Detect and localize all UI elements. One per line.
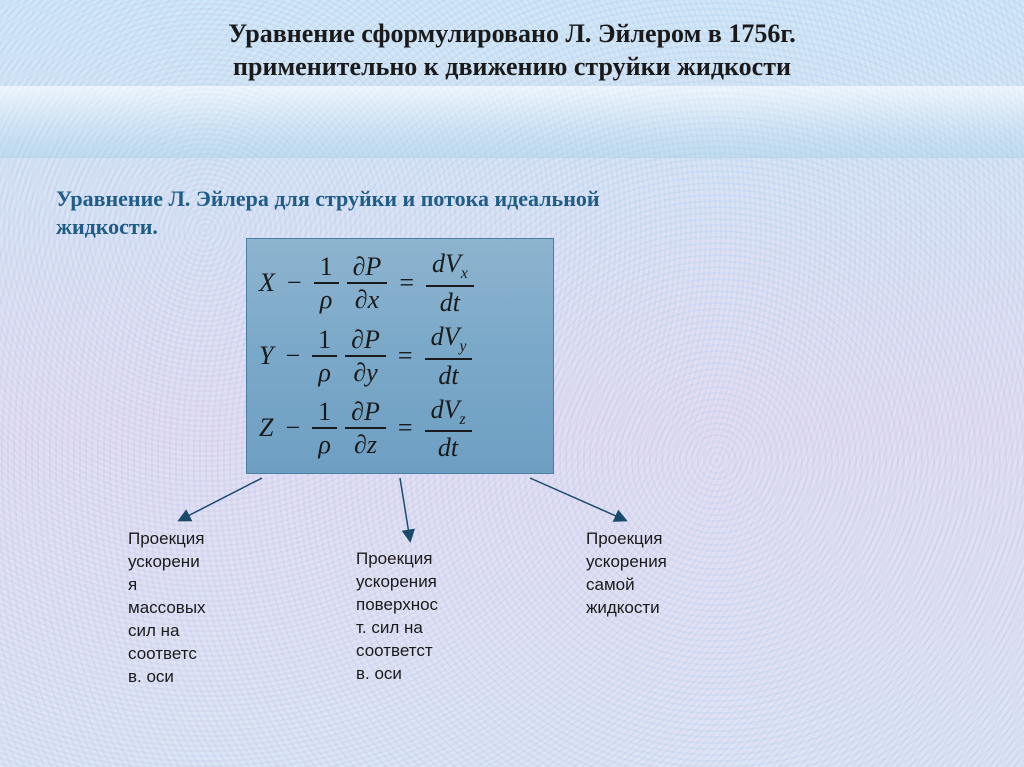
equation-row-x: X−1ρ∂P∂x= dVxdt xyxy=(259,247,541,320)
title-line-1: Уравнение сформулировано Л. Эйлером в 17… xyxy=(0,18,1024,51)
minus-sign: − xyxy=(281,341,304,371)
minus-sign: − xyxy=(283,268,306,298)
body-force-var: Y xyxy=(259,341,273,371)
one-over-rho: 1ρ xyxy=(312,326,337,387)
decorative-band xyxy=(0,86,1024,158)
title-line-2: применительно к движению струйки жидкост… xyxy=(0,51,1024,84)
equals-sign: = xyxy=(395,268,418,298)
dP-dy: ∂P∂y xyxy=(345,326,386,387)
body-force-var: Z xyxy=(259,413,273,443)
dVz-dt: dVzdt xyxy=(425,396,472,462)
dP-dz: ∂P∂z xyxy=(345,398,386,459)
equation-row-z: Z−1ρ∂P∂z = dVzdt xyxy=(259,392,541,465)
equals-sign: = xyxy=(394,341,417,371)
euler-equations-box: X−1ρ∂P∂x=dVxdtY−1ρ∂P∂y=dVydtZ−1ρ∂P∂z=dVz… xyxy=(246,238,554,474)
one-over-rho: 1ρ xyxy=(312,398,337,459)
dP-dx: ∂P∂x xyxy=(347,253,388,314)
annotation-surface-forces: Проекция ускорения поверхнос т. сил на с… xyxy=(356,548,476,686)
equation-row-y: Y−1ρ∂P∂y = dVydt xyxy=(259,320,541,393)
arrow-line xyxy=(530,478,625,520)
arrow-line xyxy=(400,478,410,540)
annotation-mass-forces: Проекция ускорени я массовых сил на соот… xyxy=(128,528,238,689)
arrow-line xyxy=(180,478,262,520)
equals-sign: = xyxy=(394,413,417,443)
annotation-fluid-accel: Проекция ускорения самой жидкости xyxy=(586,528,716,620)
one-over-rho: 1ρ xyxy=(314,253,339,314)
main-title: Уравнение сформулировано Л. Эйлером в 17… xyxy=(0,18,1024,83)
dVx-dt: dVxdt xyxy=(426,250,474,316)
minus-sign: − xyxy=(281,413,304,443)
body-force-var: X xyxy=(259,268,275,298)
dVy-dt: dVydt xyxy=(425,323,473,389)
slide: Уравнение сформулировано Л. Эйлером в 17… xyxy=(0,0,1024,767)
subtitle: Уравнение Л. Эйлера для струйки и потока… xyxy=(56,185,600,240)
